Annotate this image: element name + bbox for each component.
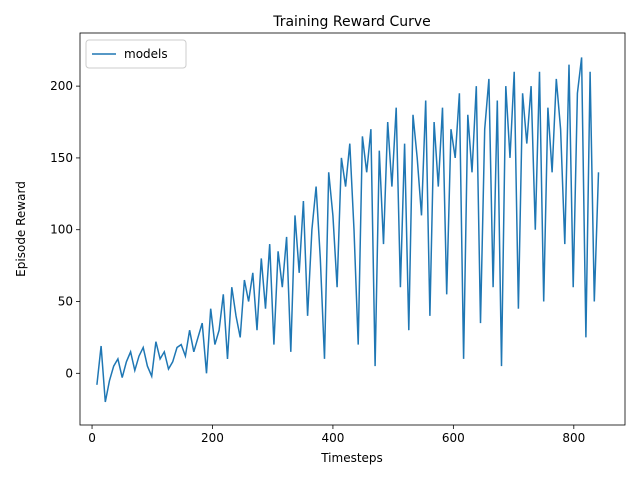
legend: models — [85, 39, 187, 69]
legend-label: models — [124, 47, 168, 61]
y-tick-label: 200 — [50, 79, 73, 93]
x-tick-label: 600 — [442, 431, 465, 445]
y-axis-label: Episode Reward — [14, 181, 28, 277]
x-tick-label: 0 — [88, 431, 96, 445]
x-tick-label: 800 — [562, 431, 585, 445]
x-axis-label: Timesteps — [320, 451, 383, 465]
line — [96, 57, 600, 403]
y-tick-label: 0 — [65, 366, 73, 380]
y-tick-label: 50 — [58, 295, 73, 309]
chart-title: Training Reward Curve — [272, 14, 431, 30]
x-tick-label: 400 — [321, 431, 344, 445]
axes-frame — [79, 32, 626, 426]
legend-box — [85, 39, 187, 69]
y-tick-label: 150 — [50, 151, 73, 165]
x-tick-label: 200 — [201, 431, 224, 445]
y-tick-label: 100 — [50, 223, 73, 237]
